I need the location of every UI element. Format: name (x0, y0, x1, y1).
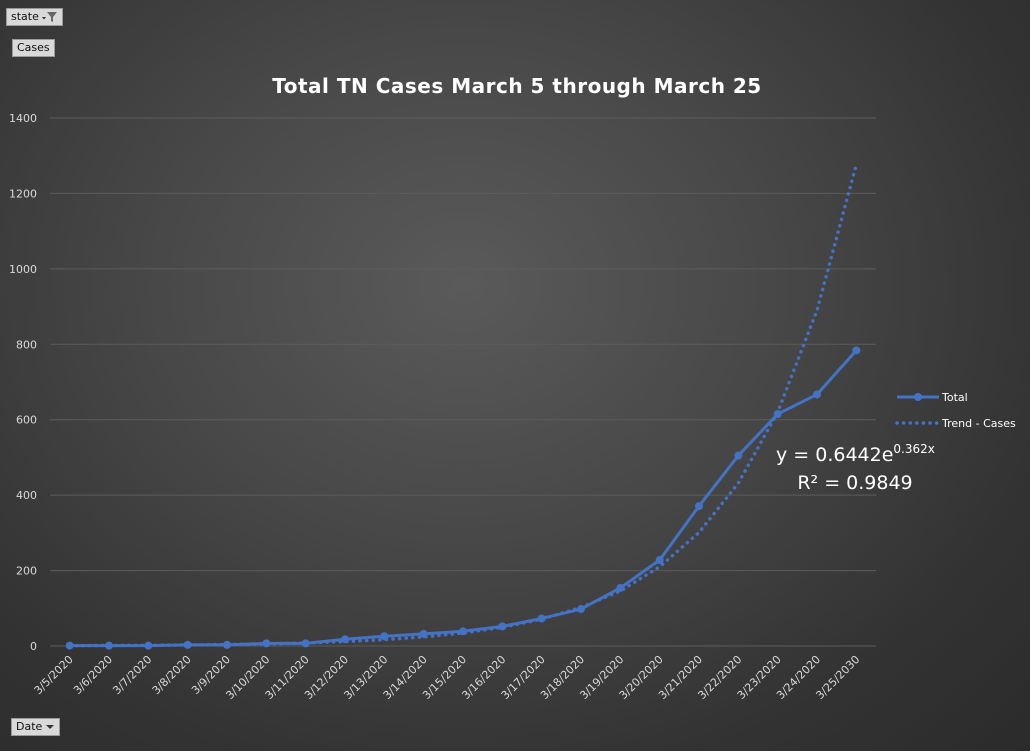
total-data-point (616, 583, 625, 592)
total-data-point (301, 639, 310, 648)
trendline-r-squared: R² = 0.9849 (797, 472, 912, 494)
y-tick-label: 600 (16, 414, 37, 427)
total-data-point (695, 502, 703, 511)
total-data-point (459, 627, 467, 636)
y-tick-label: 1000 (9, 263, 37, 276)
state-filter-label: state (11, 10, 39, 23)
trend-cases-line (67, 162, 859, 648)
total-data-point (655, 556, 664, 565)
total-data-point (852, 346, 861, 355)
total-data-point (262, 639, 271, 648)
y-tick-label: 200 (16, 565, 37, 578)
y-tick-label: 0 (30, 640, 37, 653)
state-filter-button[interactable]: state (6, 8, 63, 26)
cases-value-label: Cases (17, 41, 50, 54)
x-tick-label: 3/6/2020 (71, 653, 115, 697)
total-series-line (69, 349, 858, 648)
date-axis-button[interactable]: Date (11, 718, 61, 736)
legend-trend-label: Trend - Cases (941, 417, 1016, 430)
total-data-point (105, 641, 113, 650)
legend-total-marker-icon (914, 393, 922, 401)
y-tick-label: 800 (16, 338, 37, 351)
total-data-point (65, 641, 74, 650)
total-data-point (577, 605, 585, 614)
trendline-equation: y = 0.6442e0.362x (776, 442, 935, 466)
x-tick-label: 3/5/2020 (32, 653, 76, 697)
x-tick-label: 3/7/2020 (110, 653, 154, 697)
y-tick-label: 1400 (9, 112, 37, 125)
filter-dropdown-icon (41, 11, 58, 23)
chart-title: Total TN Cases March 5 through March 25 (272, 74, 761, 98)
y-tick-label: 400 (16, 489, 37, 502)
total-data-point (380, 632, 389, 641)
total-data-point (223, 640, 231, 649)
legend-total-label: Total (941, 391, 968, 404)
total-data-point (144, 641, 153, 650)
date-axis-label: Date (16, 720, 43, 733)
total-data-point (734, 451, 743, 460)
total-data-point (419, 629, 428, 638)
y-tick-label: 1200 (9, 187, 37, 200)
total-data-point (773, 410, 782, 419)
cases-value-button[interactable]: Cases (12, 39, 55, 57)
total-data-point (183, 640, 192, 649)
total-data-point (498, 622, 507, 631)
total-data-point (537, 614, 546, 623)
x-tick-label: 3/8/2020 (150, 653, 194, 697)
total-data-point (341, 635, 349, 644)
total-data-point (813, 390, 821, 399)
chevron-down-icon (45, 723, 55, 731)
